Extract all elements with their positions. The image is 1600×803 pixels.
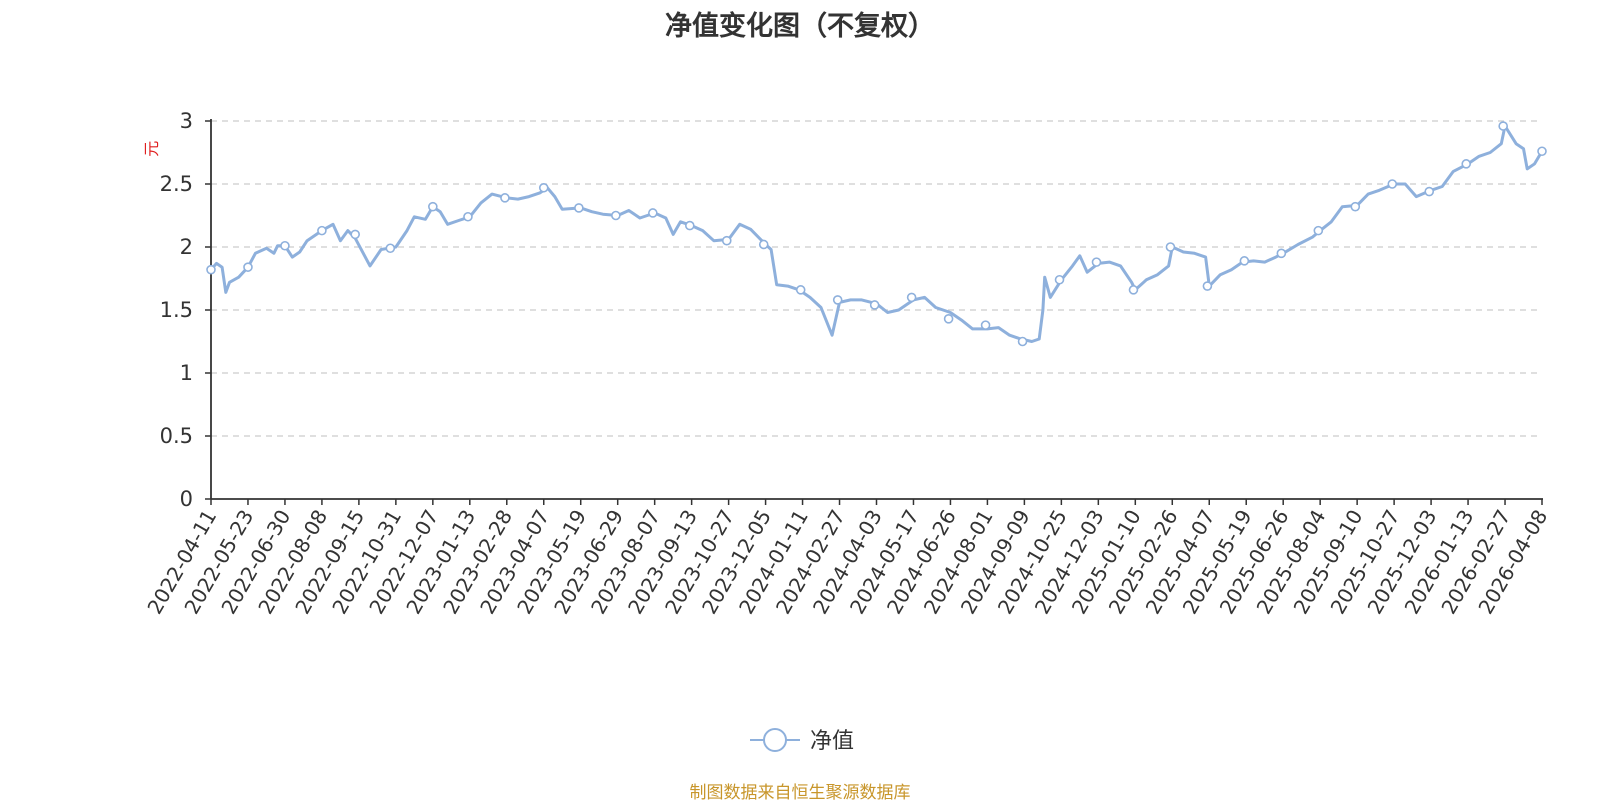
data-point [538, 182, 549, 193]
data-point [980, 320, 991, 330]
data-point [1461, 159, 1472, 169]
data-point [1017, 336, 1028, 347]
data-point [943, 314, 954, 324]
data-point [1387, 179, 1398, 189]
data-point [428, 201, 438, 212]
y-tick-label: 0 [180, 487, 193, 511]
data-point [1498, 121, 1508, 131]
data-point [385, 243, 396, 254]
data-point [758, 239, 769, 250]
data-point [1350, 201, 1361, 212]
data-point [206, 264, 216, 275]
grid-lines [211, 120, 1542, 437]
legend-circle-icon [763, 728, 787, 752]
series-layer [206, 121, 1547, 347]
data-point [350, 229, 360, 240]
y-tick-label: 2.5 [160, 172, 193, 196]
data-point [463, 211, 473, 222]
y-tick-label: 1 [180, 361, 193, 385]
chart-title: 净值变化图（不复权） [665, 11, 935, 42]
data-point [243, 262, 253, 272]
data-point [1091, 257, 1102, 267]
y-tick-label: 0.5 [160, 424, 193, 448]
data-point [1537, 146, 1547, 157]
data-point [574, 203, 584, 213]
y-axis-label: 元 [142, 141, 161, 157]
legend-label: 净值 [810, 729, 854, 754]
data-point [795, 285, 806, 295]
data-point [906, 292, 917, 303]
series-line [209, 124, 1544, 343]
data-point [1276, 248, 1287, 259]
data-point [721, 235, 732, 246]
data-point [684, 220, 695, 231]
data-point [1239, 256, 1250, 266]
data-point [611, 210, 621, 221]
data-point [648, 208, 658, 218]
data-point [500, 193, 510, 203]
data-point [1424, 186, 1435, 197]
axes: 00.511.522.53元2022-04-112022-05-232022-0… [142, 109, 1552, 618]
y-tick-label: 2 [180, 235, 193, 259]
data-point [1165, 242, 1176, 252]
data-point [317, 225, 327, 236]
data-point [280, 240, 290, 251]
data-point [1128, 285, 1139, 295]
data-point [869, 300, 880, 310]
data-point [832, 295, 843, 305]
data-point [1313, 225, 1324, 236]
data-point [1054, 274, 1065, 285]
y-tick-label: 1.5 [160, 298, 193, 322]
data-point [1202, 281, 1213, 291]
source-note: 制图数据来自恒生聚源数据库 [689, 783, 911, 803]
y-tick-label: 3 [180, 109, 193, 133]
legend[interactable]: 净值 [750, 728, 854, 754]
